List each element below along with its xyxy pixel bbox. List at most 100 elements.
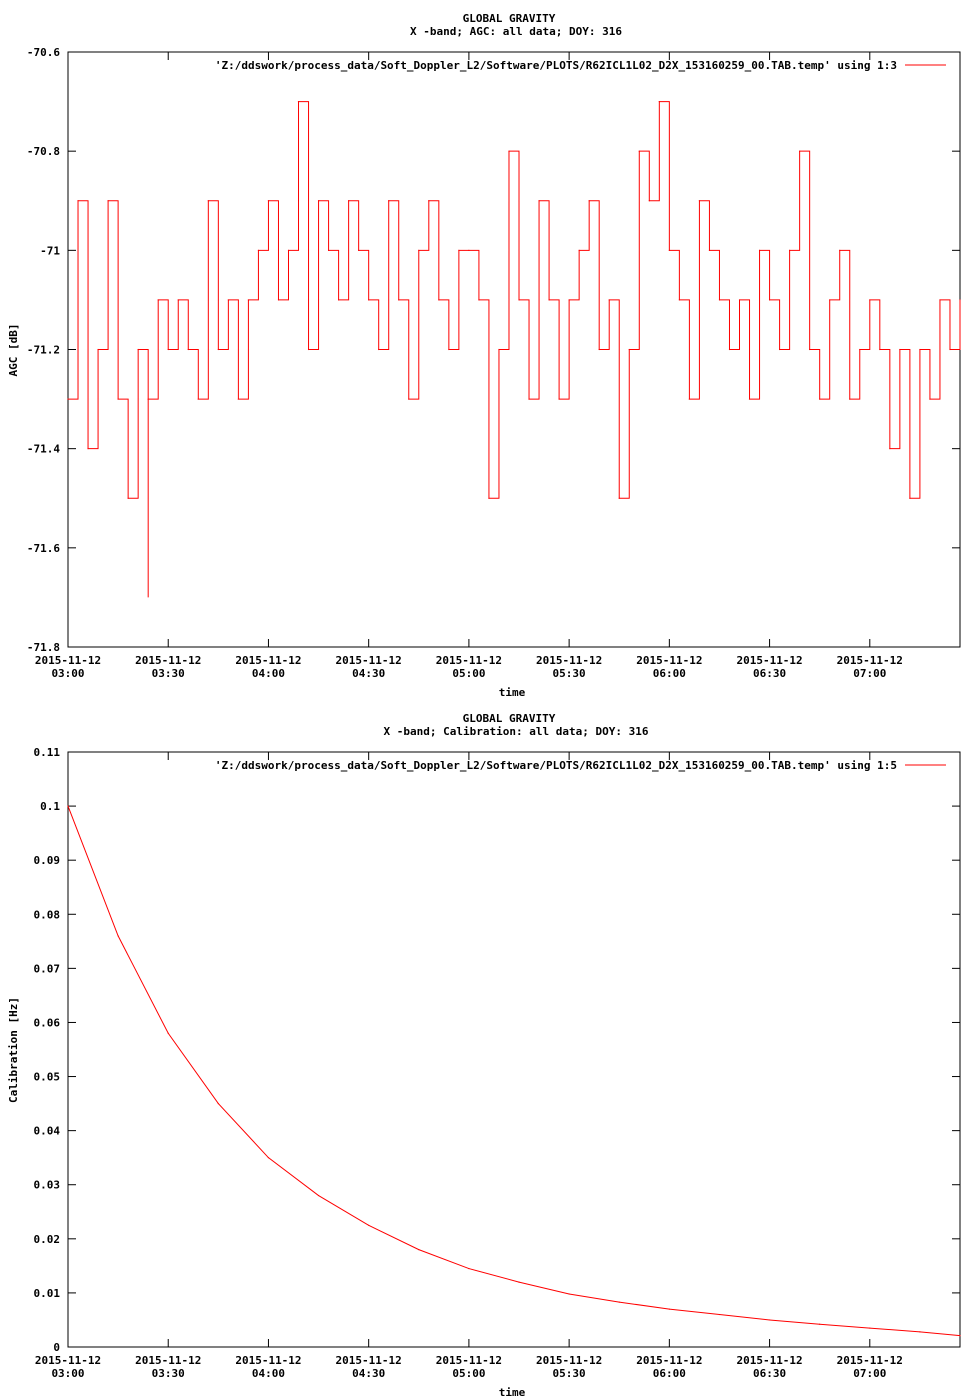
data-point <box>708 249 711 251</box>
y-tick-label: 0.1 <box>40 800 60 813</box>
x-axis-label: time <box>499 686 526 699</box>
data-point <box>879 348 881 351</box>
data-point <box>287 249 290 251</box>
data-point <box>107 200 109 202</box>
x-tick-label-date: 2015-11-12 <box>135 1354 201 1367</box>
data-point <box>348 200 350 202</box>
y-tick-label: 0.04 <box>34 1125 61 1138</box>
data-point <box>277 299 280 301</box>
data-point <box>518 1281 520 1283</box>
x-tick-label-date: 2015-11-12 <box>35 654 101 667</box>
data-point <box>177 299 179 301</box>
x-tick-label-time: 04:30 <box>352 667 385 680</box>
y-tick-label: -71.6 <box>27 542 60 555</box>
x-tick-label-time: 05:00 <box>452 1367 485 1380</box>
data-point <box>678 299 680 301</box>
data-point <box>789 249 791 251</box>
data-point <box>939 299 941 301</box>
y-tick-label: 0.03 <box>34 1179 61 1192</box>
legend-label: 'Z:/ddswork/process_data/Soft_Doppler_L2… <box>215 59 897 72</box>
y-tick-label: 0.11 <box>34 746 61 759</box>
x-tick-label-date: 2015-11-12 <box>35 1354 101 1367</box>
data-point <box>468 249 470 251</box>
data-point <box>227 299 229 301</box>
data-point <box>668 1308 670 1310</box>
data-point <box>829 299 831 301</box>
x-tick-label-date: 2015-11-12 <box>336 1354 402 1367</box>
y-tick-label: 0.09 <box>34 854 61 867</box>
data-point <box>448 348 450 351</box>
chart-title: GLOBAL GRAVITY <box>463 12 556 25</box>
chart-title: GLOBAL GRAVITY <box>463 712 556 725</box>
data-point <box>738 299 741 301</box>
data-point <box>458 249 460 251</box>
data-point <box>548 299 550 301</box>
data-point <box>167 1032 169 1034</box>
x-tick-label-time: 06:30 <box>753 667 786 680</box>
data-point <box>137 348 139 351</box>
x-tick-label-time: 05:30 <box>553 667 586 680</box>
data-point <box>368 1224 370 1226</box>
x-tick-label-date: 2015-11-12 <box>235 1354 301 1367</box>
data-point <box>388 200 390 202</box>
data-point <box>819 398 821 400</box>
data-point <box>768 1319 771 1321</box>
data-point <box>167 348 169 351</box>
data-point <box>187 348 189 351</box>
data-point <box>949 348 951 351</box>
data-point <box>809 348 811 351</box>
data-point <box>157 299 159 301</box>
data-point <box>778 348 781 351</box>
data-point <box>317 1194 320 1197</box>
x-tick-label-date: 2015-11-12 <box>736 1354 802 1367</box>
data-point <box>478 299 480 301</box>
x-tick-label-date: 2015-11-12 <box>135 654 201 667</box>
y-tick-label: 0.06 <box>34 1016 61 1029</box>
x-tick-label-date: 2015-11-12 <box>235 654 301 667</box>
x-tick-label-time: 05:00 <box>452 667 485 680</box>
x-tick-label-date: 2015-11-12 <box>536 654 602 667</box>
x-tick-label-date: 2015-11-12 <box>436 1354 502 1367</box>
data-point <box>207 200 209 202</box>
x-axis-label: time <box>499 1386 526 1399</box>
data-point <box>718 299 721 301</box>
series-line <box>68 101 961 499</box>
x-tick-label-time: 06:00 <box>653 667 686 680</box>
x-tick-label-time: 06:30 <box>753 1367 786 1380</box>
data-point <box>518 299 520 301</box>
data-point <box>127 497 129 499</box>
data-point <box>578 249 580 251</box>
data-point <box>919 348 921 351</box>
y-axis-label: AGC [dB] <box>7 324 20 377</box>
y-tick-label: 0.05 <box>34 1071 61 1084</box>
data-point <box>698 200 701 202</box>
data-point <box>307 348 310 351</box>
data-point <box>919 1331 921 1333</box>
y-tick-label: 0.02 <box>34 1233 61 1246</box>
data-point <box>67 398 69 400</box>
x-tick-label-time: 04:00 <box>252 1367 285 1380</box>
data-point <box>297 100 300 103</box>
x-tick-label-date: 2015-11-12 <box>636 1354 702 1367</box>
data-point <box>849 398 851 400</box>
data-point <box>498 348 500 351</box>
data-point <box>267 200 270 202</box>
x-tick-label-date: 2015-11-12 <box>536 1354 602 1367</box>
y-tick-label: -70.8 <box>27 145 60 158</box>
data-point <box>217 1102 219 1105</box>
data-point <box>899 348 901 351</box>
data-point <box>488 497 490 499</box>
data-point <box>267 1157 270 1159</box>
data-point <box>217 348 219 351</box>
data-point <box>418 1249 420 1251</box>
data-point <box>338 299 340 301</box>
data-point <box>428 200 430 202</box>
data-point <box>799 150 801 152</box>
y-tick-label: -71.8 <box>27 641 60 654</box>
data-point <box>909 497 911 499</box>
y-tick-label: 0.01 <box>34 1287 61 1300</box>
data-point <box>247 299 250 301</box>
data-point <box>959 299 961 301</box>
data-point <box>869 299 871 301</box>
